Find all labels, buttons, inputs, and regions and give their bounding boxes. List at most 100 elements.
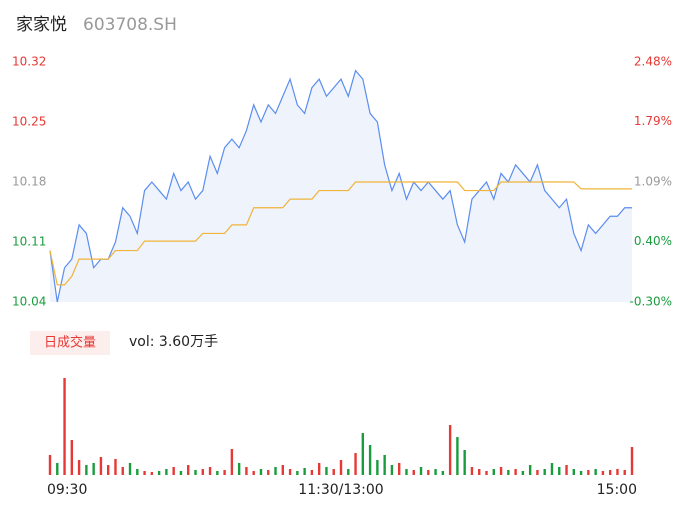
volume-bar <box>310 470 314 475</box>
volume-bar <box>427 470 430 475</box>
volume-bar <box>230 449 234 475</box>
volume-bar <box>485 471 488 475</box>
volume-bar <box>288 469 292 475</box>
y-tick-label: 10.32 <box>12 55 46 69</box>
volume-bar <box>514 469 517 475</box>
volume-bar <box>354 453 357 475</box>
volume-badge <box>30 331 110 355</box>
volume-bar <box>608 470 612 475</box>
volume-bar <box>550 463 554 475</box>
volume-bar <box>521 471 525 475</box>
x-tick-label: 15:00 <box>597 482 637 498</box>
volume-bar <box>594 469 597 475</box>
volume-bar <box>630 447 634 475</box>
volume-bar <box>63 378 66 475</box>
volume-bar <box>114 459 117 475</box>
volume-bar <box>601 471 605 475</box>
volume-bar <box>70 440 74 475</box>
volume-bar <box>405 469 408 475</box>
volume-bar <box>172 467 175 475</box>
y2-tick-label: 1.79% <box>634 114 672 128</box>
volume-bar <box>463 450 466 475</box>
volume-bar <box>507 470 510 475</box>
volume-bar <box>368 445 372 475</box>
volume-bar <box>332 469 335 475</box>
y2-tick-label: 0.40% <box>634 234 672 248</box>
volume-bar <box>456 437 459 475</box>
y2-tick-label: -0.30% <box>630 295 672 309</box>
y2-tick-label: 2.48% <box>634 55 672 69</box>
volume-bar <box>274 467 277 475</box>
volume-bar <box>237 463 241 475</box>
volume-bar <box>85 465 88 475</box>
volume-bar <box>165 469 168 475</box>
volume-bar <box>616 469 619 475</box>
volume-bar <box>150 472 154 475</box>
volume-bar <box>296 471 299 475</box>
volume-bar <box>99 457 103 475</box>
volume-bar <box>179 471 183 475</box>
y-tick-label: 10.18 <box>12 175 46 189</box>
y-tick-label: 10.25 <box>12 115 46 129</box>
volume-bar <box>128 463 132 475</box>
volume-bar <box>187 465 190 475</box>
volume-bar <box>143 471 146 475</box>
volume-bar <box>121 467 124 475</box>
x-tick-label: 09:30 <box>47 482 87 498</box>
y2-tick-label: 1.09% <box>634 175 672 189</box>
volume-bar <box>259 469 263 475</box>
volume-title: 日成交量 <box>44 335 96 351</box>
stock-name: 家家悦 <box>16 15 67 35</box>
stock-code: 603708.SH <box>83 15 177 35</box>
volume-bar <box>492 469 495 475</box>
volume-bar <box>623 470 626 475</box>
volume-bar <box>303 468 306 475</box>
volume-bar <box>565 465 568 475</box>
volume-bar <box>412 470 415 475</box>
y-tick-label: 10.04 <box>12 295 46 309</box>
volume-bar <box>325 467 328 475</box>
volume-bar <box>470 467 474 475</box>
volume-bar <box>252 471 255 475</box>
volume-bar <box>478 469 481 475</box>
volume-bar <box>543 469 546 475</box>
volume-bar <box>587 470 590 475</box>
volume-bar <box>558 467 561 475</box>
volume-bar <box>317 463 321 475</box>
volume-bar <box>579 471 583 475</box>
volume-bar <box>434 469 437 475</box>
volume-bar <box>536 470 539 475</box>
volume-bar <box>339 460 343 475</box>
volume-bar <box>208 467 212 475</box>
avg-line <box>49 181 632 286</box>
volume-bar <box>223 470 226 475</box>
price-area <box>50 70 632 302</box>
x-tick-label: 11:30/13:00 <box>298 482 383 498</box>
volume-bar <box>441 471 445 475</box>
volume-bar <box>77 460 81 475</box>
volume-bar <box>157 471 161 475</box>
volume-total: vol: 3.60万手 <box>129 334 218 350</box>
volume-bar <box>398 463 401 475</box>
volume-bar <box>92 463 95 475</box>
volume-bar <box>572 469 575 475</box>
volume-bar <box>390 465 394 475</box>
volume-bar <box>281 465 284 475</box>
volume-bar <box>194 470 197 475</box>
volume-bar <box>528 465 532 475</box>
volume-bar <box>267 470 270 475</box>
volume-bar <box>48 455 52 475</box>
volume-bar <box>136 469 139 475</box>
volume-bar <box>347 469 350 475</box>
price-line <box>49 69 632 303</box>
volume-bar <box>201 469 204 475</box>
volume-bar <box>376 460 379 475</box>
volume-bar <box>107 465 110 475</box>
volume-bar <box>383 455 386 475</box>
volume-bar <box>245 467 248 475</box>
volume-bar <box>361 433 365 475</box>
volume-bar <box>216 471 219 475</box>
volume-bar <box>448 425 452 475</box>
volume-bar <box>56 463 59 475</box>
